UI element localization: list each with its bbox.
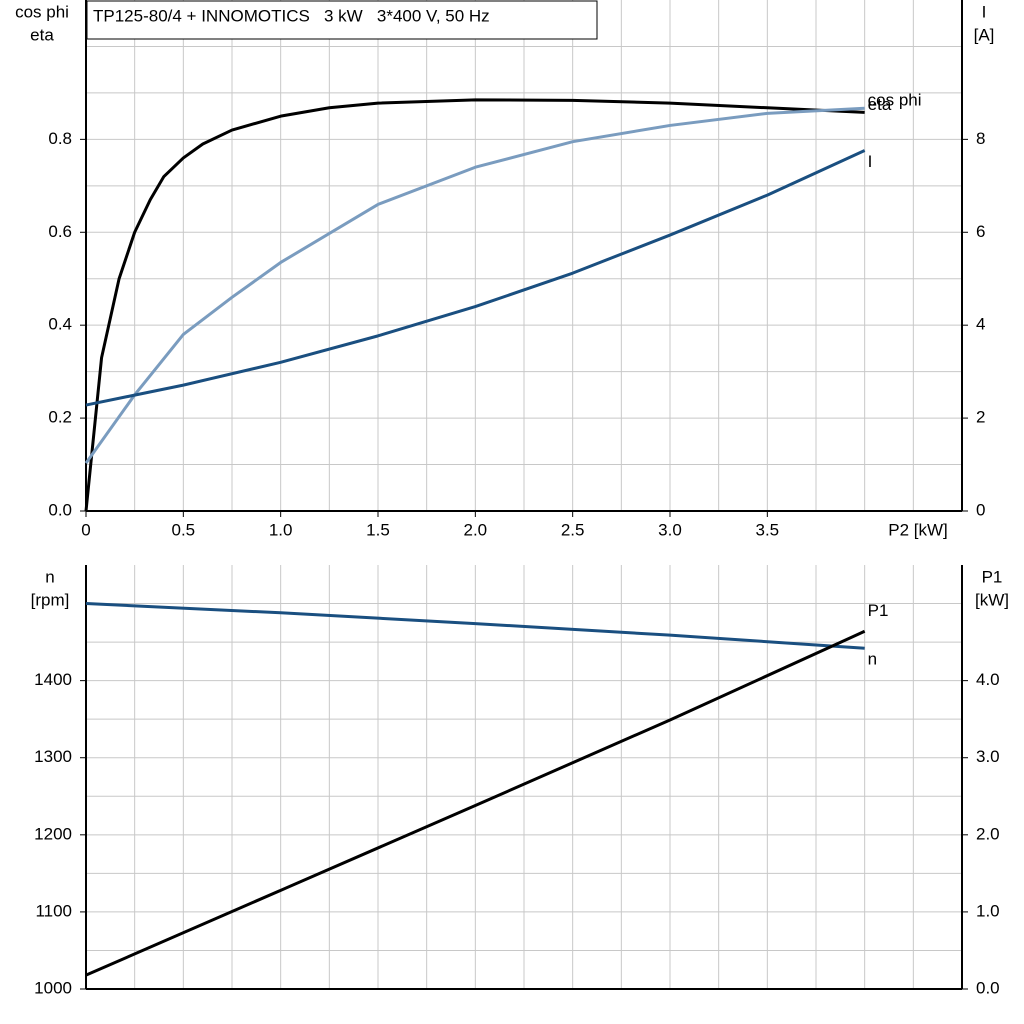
y2-tick-label: 3.0 [976,747,1000,766]
y-tick-label: 0.4 [48,315,72,334]
x-tick-label: 1.0 [269,520,293,539]
x-tick-label: 3.0 [658,520,682,539]
y2-axis-label: I [982,2,987,21]
x-tick-label: 0 [81,520,90,539]
y-tick-label: 0.0 [48,500,72,519]
series-line [84,106,865,465]
y-tick-label: 1100 [35,901,72,920]
series-label: n [868,650,877,669]
y-tick-label: 1300 [34,747,72,766]
x-tick-label: 0.5 [172,520,196,539]
y-tick-label: 0.2 [48,408,72,427]
y-axis-label: [rpm] [31,590,70,609]
y2-tick-label: 2 [976,408,985,427]
y-tick-label: 1000 [34,978,72,997]
x-tick-label: 2.5 [561,520,585,539]
y2-tick-label: 1.0 [976,901,1000,920]
y-tick-label: 0.8 [48,129,72,148]
series-line [85,149,866,407]
y-tick-label: 1400 [34,670,72,689]
y-tick-label: 0.6 [48,222,72,241]
y2-tick-label: 4 [976,315,985,334]
y2-tick-label: 4.0 [976,670,1000,689]
y-axis-label: eta [30,25,54,44]
y2-tick-label: 8 [976,129,985,148]
chart-title: TP125-80/4 + INNOMOTICS 3 kW 3*400 V, 50… [93,6,490,25]
y-axis-label: n [45,567,54,586]
x-tick-label: 1.5 [366,520,390,539]
y2-axis-label: P1 [982,567,1003,586]
y-axis-label: cos phi [15,2,69,21]
series-label: I [868,152,873,171]
y2-axis-label: [A] [974,25,995,44]
series-line [85,602,865,650]
y2-tick-label: 0.0 [976,978,1000,997]
series-line [85,629,866,977]
x-tick-label: 3.5 [756,520,780,539]
series-label: P1 [868,601,889,620]
y-tick-label: 1200 [34,824,72,843]
y2-tick-label: 2.0 [976,824,1000,843]
series-label: eta [868,95,892,114]
series-label: cos phi [868,91,922,110]
x-tick-label: 2.0 [464,520,488,539]
title-box [86,0,598,40]
series-line [84,98,865,512]
y2-tick-label: 0 [976,500,985,519]
y2-axis-label: [kW] [975,590,1009,609]
x-axis-label: P2 [kW] [888,520,948,539]
y2-tick-label: 6 [976,222,985,241]
